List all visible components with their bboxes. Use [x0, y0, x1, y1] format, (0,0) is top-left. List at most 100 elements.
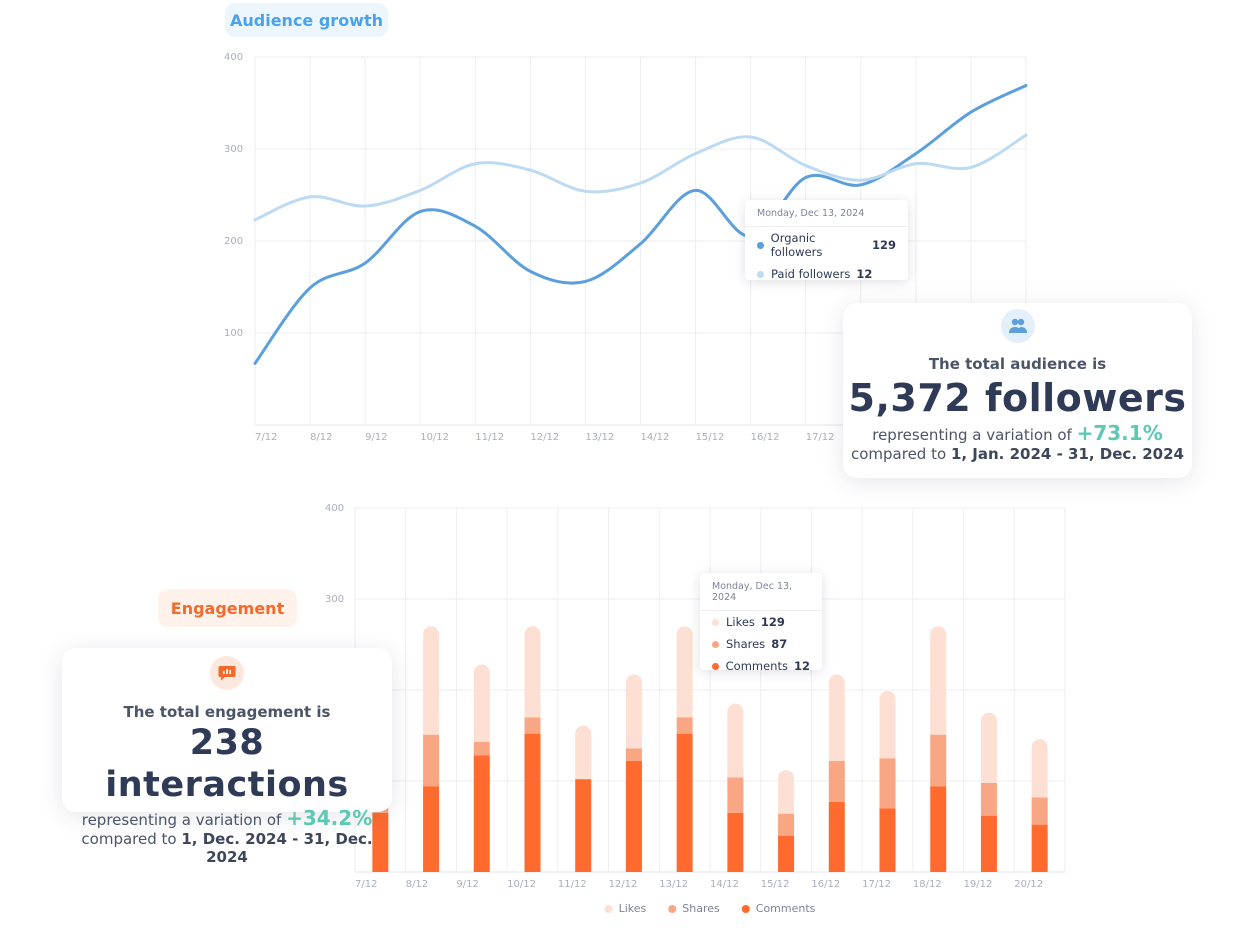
- chart-title: Engagement: [158, 589, 297, 627]
- x-tick-label: 15/12: [696, 432, 725, 443]
- x-tick-label: 12/12: [530, 432, 559, 443]
- card-value: 5,372 followers: [848, 376, 1187, 420]
- bar-segment: [524, 717, 541, 734]
- bar-segment: [1031, 797, 1048, 825]
- legend-label: Comments: [756, 902, 816, 915]
- card-compare: compared to 1, Jan. 2024 - 31, Dec. 2024: [843, 445, 1192, 463]
- y-tick-label: 100: [224, 328, 243, 339]
- tooltip-swatch: [757, 241, 764, 249]
- legend-swatch: [741, 905, 750, 913]
- period: 1, Dec. 2024 - 31, Dec. 2024: [181, 830, 373, 866]
- x-tick-label: 7/12: [355, 879, 377, 890]
- x-tick-label: 9/12: [456, 879, 478, 890]
- bar-segment: [930, 626, 947, 735]
- legend-swatch: [604, 905, 613, 913]
- tooltip-date: Monday, Dec 13, 2024: [700, 573, 822, 611]
- tooltip-label: Shares: [726, 637, 766, 651]
- y-tick-label: 300: [224, 144, 243, 155]
- x-tick-label: 20/12: [1014, 879, 1043, 890]
- x-tick-label: 8/12: [406, 879, 428, 890]
- tooltip-value: 12: [856, 267, 873, 281]
- bar-segment: [423, 734, 440, 787]
- tooltip-row: Shares 87: [700, 633, 822, 655]
- tooltip-swatch: [712, 640, 719, 648]
- variation-text: representing a variation of: [81, 811, 282, 829]
- x-tick-label: 15/12: [761, 879, 790, 890]
- legend: Likes Shares Comments: [604, 902, 816, 915]
- bar-segment: [473, 664, 490, 742]
- tooltip-value: 12: [793, 659, 810, 673]
- x-tick-label: 13/12: [659, 879, 688, 890]
- bar-segment: [828, 801, 845, 872]
- legend-label: Shares: [682, 902, 720, 915]
- tooltip-label: Comments: [725, 659, 788, 673]
- bar-segment: [372, 812, 389, 872]
- bar-segment: [727, 703, 744, 778]
- bar-segment: [575, 779, 592, 872]
- tooltip-swatch: [712, 618, 719, 626]
- bar-segment: [676, 626, 693, 718]
- x-tick-label: 10/12: [507, 879, 536, 890]
- y-tick-label: 400: [224, 52, 243, 63]
- bar-segment: [575, 725, 592, 780]
- bar-segment: [473, 741, 490, 756]
- tooltip-swatch: [757, 270, 764, 278]
- variation-text: representing a variation of: [872, 426, 1072, 444]
- tooltip-date: Monday, Dec 13, 2024: [745, 200, 908, 227]
- bar-segment: [1031, 824, 1048, 872]
- compare-text: compared to: [81, 830, 177, 848]
- bar-segment: [423, 786, 440, 872]
- bar-segment: [778, 770, 795, 814]
- tooltip-value: 129: [760, 615, 785, 629]
- icon: [210, 656, 244, 690]
- bar-segment: [676, 717, 693, 734]
- tooltip-label: Paid followers: [771, 267, 851, 281]
- bar-segment: [879, 690, 896, 759]
- x-tick-label: 14/12: [641, 432, 670, 443]
- bar-segment: [727, 777, 744, 813]
- tooltip-row: Likes 129: [700, 611, 822, 633]
- card-heading: The total audience is: [928, 355, 1107, 373]
- bar-segment: [828, 674, 845, 761]
- x-tick-label: 16/12: [751, 432, 780, 443]
- x-tick-label: 8/12: [310, 432, 332, 443]
- bar-segment: [1031, 739, 1048, 798]
- x-tick-label: 16/12: [811, 879, 840, 890]
- bar-segment: [828, 760, 845, 802]
- line-series: [253, 133, 1028, 222]
- x-tick-label: 12/12: [609, 879, 638, 890]
- variation: +73.1%: [1076, 421, 1163, 445]
- period: 1, Jan. 2024 - 31, Dec. 2024: [950, 445, 1184, 463]
- bar-segment: [980, 712, 997, 783]
- x-tick-label: 11/12: [558, 879, 587, 890]
- card-value: 238 interactions: [105, 723, 349, 805]
- variation: +34.2%: [286, 806, 373, 830]
- bar-segment: [930, 786, 947, 872]
- card-variation: representing a variation of +73.1%: [843, 421, 1192, 445]
- x-tick-label: 18/12: [913, 879, 942, 890]
- bar-segment: [879, 808, 896, 872]
- bar-segment: [625, 674, 642, 749]
- tooltip-row: Organic followers 129: [745, 227, 908, 263]
- card-compare: compared to 1, Dec. 2024 - 31, Dec. 2024: [62, 830, 392, 866]
- x-tick-label: 11/12: [475, 432, 504, 443]
- tooltip-row: Comments 12: [700, 655, 822, 677]
- bar-segment: [423, 626, 440, 735]
- card-variation: representing a variation of +34.2%: [62, 806, 392, 830]
- bar-segment: [980, 782, 997, 816]
- compare-text: compared to: [850, 445, 947, 463]
- tooltip-value: 129: [871, 238, 896, 252]
- bar-segment: [625, 748, 642, 761]
- bar-segment: [676, 733, 693, 872]
- tooltip-label: Likes: [726, 615, 755, 629]
- bar-segment: [778, 835, 795, 872]
- x-tick-label: 19/12: [964, 879, 993, 890]
- x-tick-label: 17/12: [806, 432, 835, 443]
- bar-segment: [727, 812, 744, 872]
- x-tick-label: 10/12: [420, 432, 449, 443]
- bar-segment: [879, 758, 896, 809]
- card-heading: The total engagement is: [123, 703, 331, 721]
- engagement-card: The total engagement is 238 interactions…: [62, 648, 392, 866]
